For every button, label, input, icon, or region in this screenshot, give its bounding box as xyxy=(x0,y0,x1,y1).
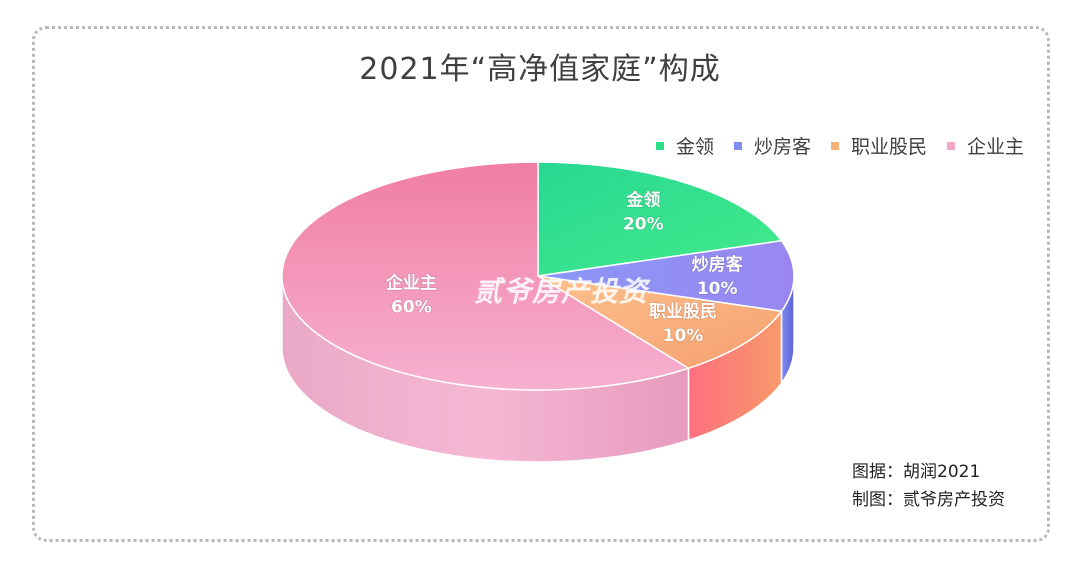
slice-name-label-1: 炒房客 xyxy=(692,254,744,275)
credit-source: 图据：胡润2021 xyxy=(852,462,981,482)
pie-slice-2 xyxy=(537,275,783,370)
legend-label-3: 企业主 xyxy=(966,136,1024,158)
pie-slice-3 xyxy=(281,161,691,391)
legend-label-0: 金领 xyxy=(675,136,714,158)
slice-value-label-3: 60% xyxy=(391,297,432,317)
credits: 图据：胡润2021 制图：贰爷房产投资 xyxy=(852,458,1005,514)
legend-label-1: 炒房客 xyxy=(753,136,811,158)
slice-value-label-2: 10% xyxy=(663,326,704,346)
slice-value-label-0: 20% xyxy=(623,214,664,234)
dotted-border xyxy=(32,26,1050,542)
legend-swatch-0 xyxy=(655,141,664,150)
slice-name-label-0: 金领 xyxy=(625,189,660,210)
slice-value-label-1: 10% xyxy=(697,279,738,299)
pie-tops xyxy=(281,161,795,391)
watermark: 贰爷房产投资 xyxy=(474,275,649,308)
chart-title: 2021年“高净值家庭”构成 xyxy=(359,52,721,87)
legend-swatch-1 xyxy=(733,141,742,150)
slice-name-label-3: 企业主 xyxy=(385,272,437,293)
legend-item-3: 企业主 xyxy=(946,132,1024,159)
legend: 金领 炒房客 职业股民 企业主 xyxy=(655,132,1024,159)
legend-label-2: 职业股民 xyxy=(850,136,927,158)
pie-slice-0 xyxy=(537,161,783,277)
legend-item-0: 金领 xyxy=(655,132,714,159)
slice-name-label-2: 职业股民 xyxy=(649,302,717,322)
legend-item-2: 职业股民 xyxy=(830,132,927,159)
legend-swatch-2 xyxy=(830,141,839,150)
pie-labels: 金领 20% 炒房客 10% 职业股民 10% 企业主 60% xyxy=(384,189,744,346)
legend-swatch-3 xyxy=(946,141,955,150)
legend-item-1: 炒房客 xyxy=(733,132,811,159)
credit-maker: 制图：贰爷房产投资 xyxy=(852,490,1005,510)
pie-slice-1 xyxy=(537,239,795,313)
